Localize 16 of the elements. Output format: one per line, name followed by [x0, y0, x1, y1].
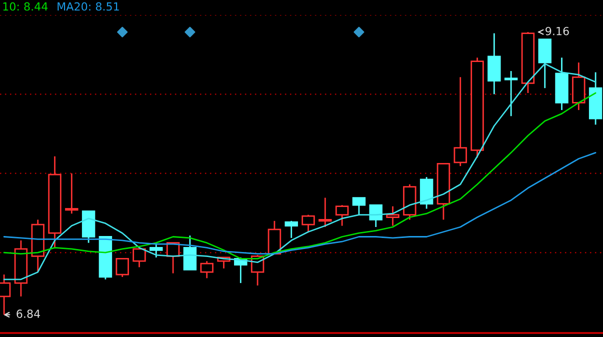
candlestick	[65, 172, 78, 214]
text: 10: 8.44	[3, 2, 48, 11]
text: MA20: 8.51	[58, 2, 119, 11]
candlestick	[504, 70, 518, 117]
candlestick	[335, 204, 349, 226]
candlestick	[48, 156, 62, 248]
candlestick	[200, 260, 214, 279]
annotation: 9.16	[546, 26, 569, 36]
candlestick	[555, 56, 568, 111]
candlestick	[420, 176, 434, 210]
candlestick	[588, 72, 602, 126]
candlestick	[31, 218, 44, 273]
annotation: 6.84	[16, 310, 40, 318]
candlestick	[572, 62, 586, 111]
candlestick	[454, 76, 467, 167]
candlestick	[488, 32, 501, 95]
